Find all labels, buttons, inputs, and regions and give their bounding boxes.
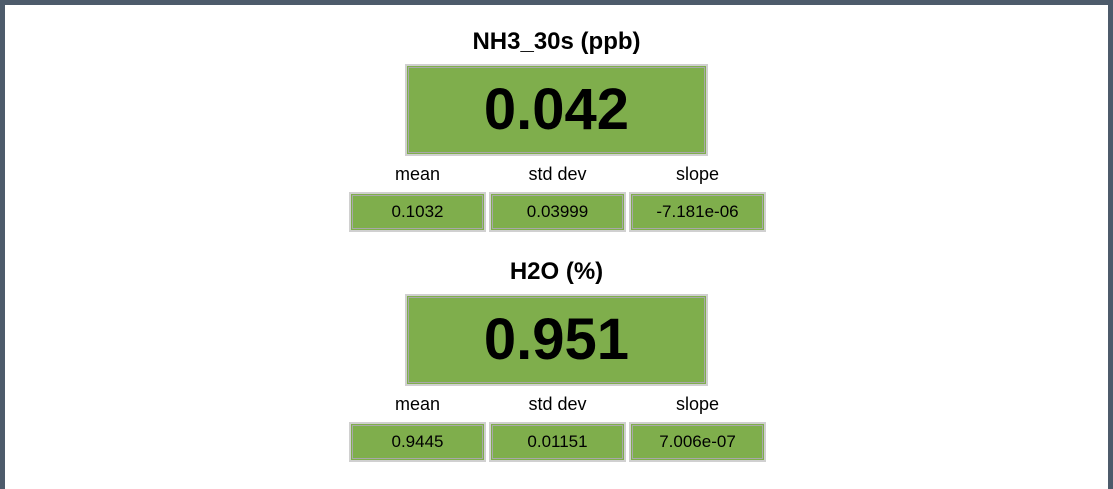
stat-label: mean — [394, 164, 441, 184]
stat-label: slope — [675, 394, 720, 414]
metric-panel: NH3_30s (ppb) 0.042 mean 0.1032 std dev 0.039… — [5, 10, 1108, 232]
stat-value: 0.1032 — [349, 192, 486, 232]
stat-value: 0.01151 — [489, 422, 626, 462]
stat-value: 7.006e-07 — [629, 422, 766, 462]
metric-panel: H2O (%) 0.951 mean 0.9445 std dev 0.01151 slop… — [5, 240, 1108, 462]
stat-value: 0.9445 — [349, 422, 486, 462]
stat-value: -7.181e-06 — [629, 192, 766, 232]
stat-label: std dev — [528, 164, 587, 184]
metric-value: 0.951 — [405, 294, 708, 386]
stat-value: 0.03999 — [489, 192, 626, 232]
metric-title: NH3_30s (ppb) — [472, 28, 641, 55]
metric-title: H2O (%) — [509, 258, 604, 285]
stat-label: std dev — [528, 394, 587, 414]
metric-value: 0.042 — [405, 64, 708, 156]
stat-label: mean — [394, 394, 441, 414]
stat-label: slope — [675, 164, 720, 184]
